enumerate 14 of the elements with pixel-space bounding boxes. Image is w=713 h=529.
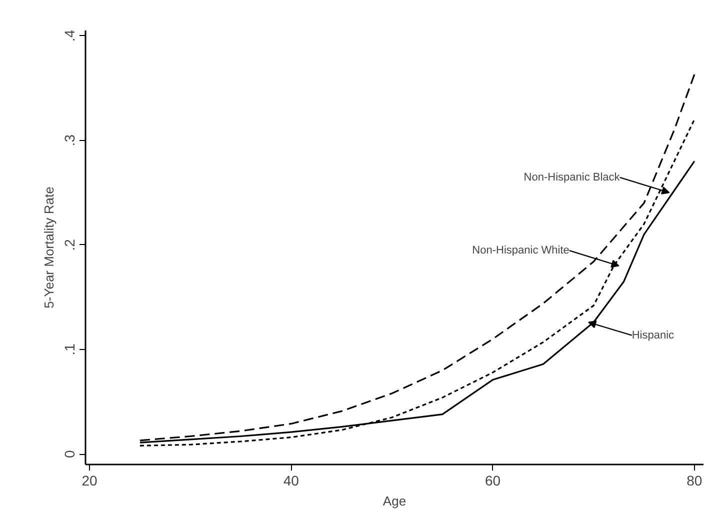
x-tick-label: 60 — [485, 472, 501, 488]
y-tick-label: .4 — [62, 30, 78, 42]
x-tick-label: 80 — [686, 472, 702, 488]
y-tick-label: .1 — [62, 343, 78, 356]
y-tick-label: 0 — [62, 450, 78, 458]
annotation: Non-Hispanic White — [472, 244, 570, 257]
y-tick-label: .2 — [62, 238, 78, 251]
x-tick-label: 20 — [82, 472, 98, 488]
y-tick-label: .3 — [62, 134, 78, 146]
y-axis-title: 5-Year Mortality Rate — [42, 186, 56, 308]
annotation: Hispanic — [632, 329, 675, 342]
x-tick-label: 40 — [283, 472, 300, 488]
annotation: Non-Hispanic Black — [524, 171, 620, 184]
x-axis-title: Age — [382, 494, 406, 508]
